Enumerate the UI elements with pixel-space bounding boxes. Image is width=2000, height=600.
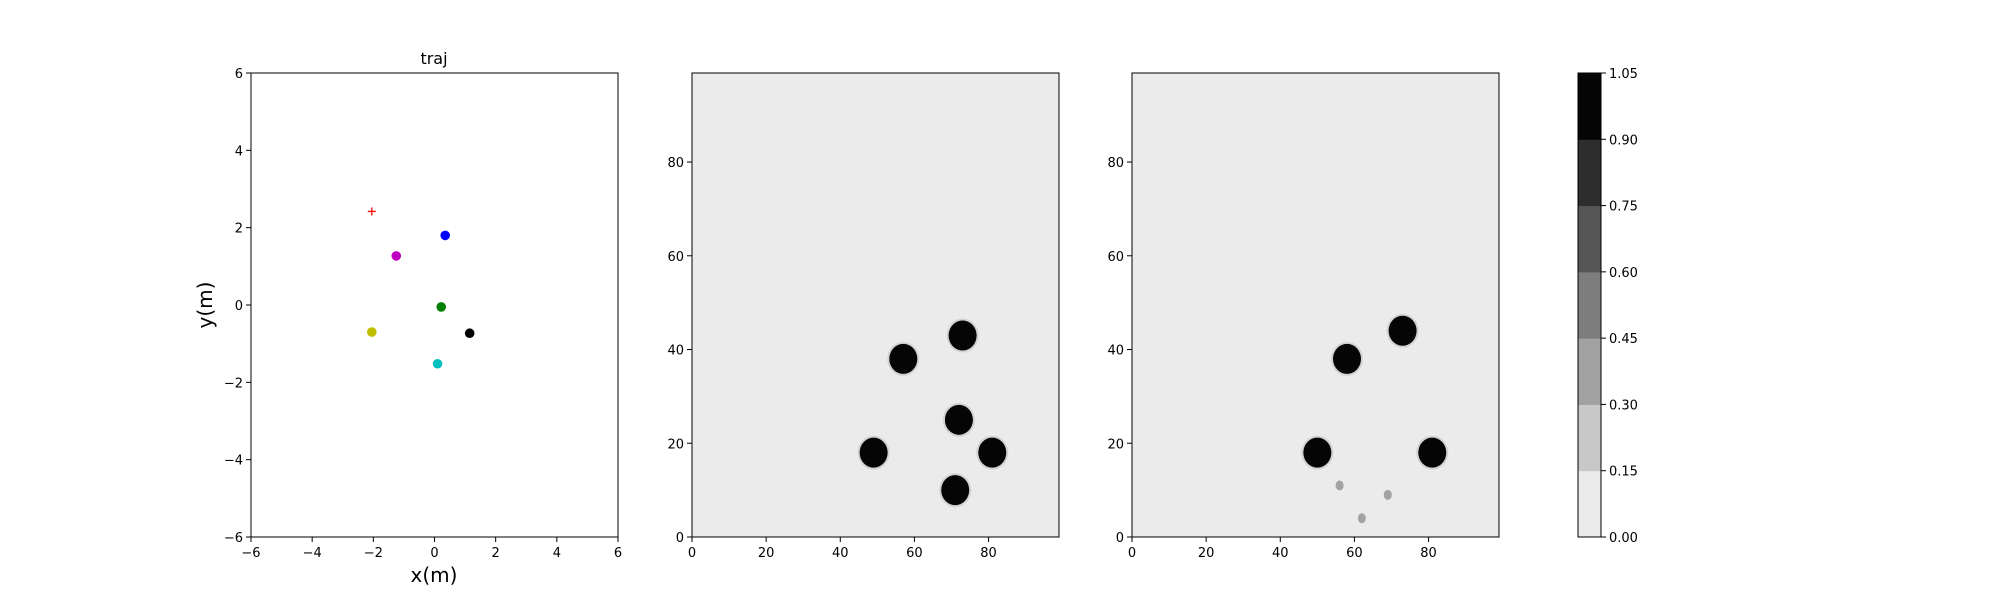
map-panel-1: 0 20 40 60 80 0 20 40 60 80 (667, 72, 1060, 561)
colorbar-level (1578, 271, 1601, 339)
traj-xtick-label: −2 (364, 546, 383, 561)
traj-xtick-label: 2 (492, 546, 500, 561)
map2-ytick-label: 80 (1107, 156, 1124, 171)
colorbar-tick-label: 0.15 (1609, 465, 1638, 480)
traj-points (367, 207, 475, 369)
map2-ytick-label: 20 (1107, 437, 1124, 452)
map1-xtick-label: 0 (688, 546, 696, 561)
traj-plot-area (250, 72, 619, 538)
agent-point (440, 230, 451, 241)
colorbar-level (1578, 73, 1601, 140)
colorbar-tick-label: 1.05 (1609, 67, 1638, 82)
colorbar-levels (1578, 73, 1601, 538)
map1-xtick-label: 40 (832, 546, 849, 561)
colorbar-level (1578, 338, 1601, 405)
colorbar-tick-label: 0.30 (1609, 398, 1638, 413)
agent-point (432, 358, 443, 369)
map2-ticks: 0 20 40 60 80 0 20 40 60 80 (1107, 156, 1436, 561)
map2-xtick-label: 60 (1346, 546, 1363, 561)
traj-xlabel: x(m) (411, 563, 458, 587)
traj-ytick-label: 2 (235, 222, 243, 237)
traj-xtick-label: −4 (303, 546, 322, 561)
colorbar-level (1578, 205, 1601, 273)
traj-ytick-label: 0 (235, 299, 243, 314)
colorbar-level (1578, 139, 1601, 207)
map2-frame (1131, 72, 1500, 538)
map2-xtick-label: 20 (1198, 546, 1215, 561)
map2-speck (1335, 480, 1344, 491)
colorbar: 0.00 0.15 0.30 0.45 0.60 0.75 0.90 1.05 (1577, 67, 1638, 546)
traj-xtick-label: 6 (614, 546, 622, 561)
map2-blob (1388, 315, 1417, 346)
map2-speck (1357, 513, 1366, 524)
colorbar-level (1578, 470, 1601, 538)
colorbar-ticks: 0.00 0.15 0.30 0.45 0.60 0.75 0.90 1.05 (1601, 67, 1638, 546)
colorbar-level (1578, 404, 1601, 472)
map1-ytick-label: 0 (676, 531, 684, 546)
traj-ytick-label: 4 (235, 144, 243, 159)
map1-xtick-label: 80 (980, 546, 997, 561)
colorbar-tick-label: 0.60 (1609, 266, 1638, 281)
traj-panel: traj −6 −4 −2 0 2 4 6 −6 −4 −2 0 2 4 6 x(m) y(m) (193, 49, 622, 587)
traj-xtick-label: 4 (553, 546, 561, 561)
traj-ytick-label: −2 (224, 376, 243, 391)
colorbar-frame (1577, 72, 1602, 538)
map1-ytick-label: 20 (667, 437, 684, 452)
map1-ytick-label: 60 (667, 250, 684, 265)
traj-ylabel: y(m) (193, 282, 217, 329)
colorbar-tick-label: 0.90 (1609, 133, 1638, 148)
map2-xtick-label: 0 (1128, 546, 1136, 561)
map1-blob (859, 437, 888, 468)
traj-title: traj (420, 49, 447, 68)
map1-xtick-label: 60 (906, 546, 923, 561)
map2-blob (1333, 343, 1362, 374)
map1-xtick-label: 20 (758, 546, 775, 561)
map1-blob (978, 437, 1007, 468)
colorbar-tick-label: 0.75 (1609, 200, 1638, 215)
traj-ytick-label: −4 (224, 454, 243, 469)
map2-speck (1383, 489, 1392, 500)
map2-blobs (1301, 313, 1449, 524)
agent-point (391, 251, 402, 261)
map1-ytick-label: 80 (667, 156, 684, 171)
map2-blob (1418, 437, 1447, 468)
map1-blob (948, 320, 977, 351)
map1-frame (691, 72, 1060, 538)
map1-ticks: 0 20 40 60 80 0 20 40 60 80 (667, 156, 996, 561)
map2-xtick-label: 40 (1272, 546, 1289, 561)
map1-blob (889, 343, 918, 374)
map1-blob (944, 404, 973, 435)
colorbar-tick-label: 0.00 (1609, 531, 1638, 546)
map2-ytick-label: 0 (1116, 531, 1124, 546)
traj-ticks: −6 −4 −2 0 2 4 6 −6 −4 −2 0 2 4 6 (224, 67, 622, 561)
map1-blobs (857, 318, 1009, 508)
agent-point (464, 328, 475, 339)
agent-point (367, 327, 377, 337)
map2-ytick-label: 60 (1107, 250, 1124, 265)
agent-point (436, 302, 447, 312)
map2-blob (1303, 437, 1332, 468)
traj-xtick-label: 0 (430, 546, 438, 561)
traj-ytick-label: −6 (224, 531, 243, 546)
map1-ytick-label: 40 (667, 344, 684, 359)
map1-blob (941, 475, 970, 506)
map-panel-2: 0 20 40 60 80 0 20 40 60 80 (1107, 72, 1500, 561)
traj-xtick-label: −6 (241, 546, 260, 561)
map2-xtick-label: 80 (1420, 546, 1437, 561)
traj-ytick-label: 6 (235, 67, 243, 82)
map2-ytick-label: 40 (1107, 344, 1124, 359)
colorbar-tick-label: 0.45 (1609, 332, 1638, 347)
